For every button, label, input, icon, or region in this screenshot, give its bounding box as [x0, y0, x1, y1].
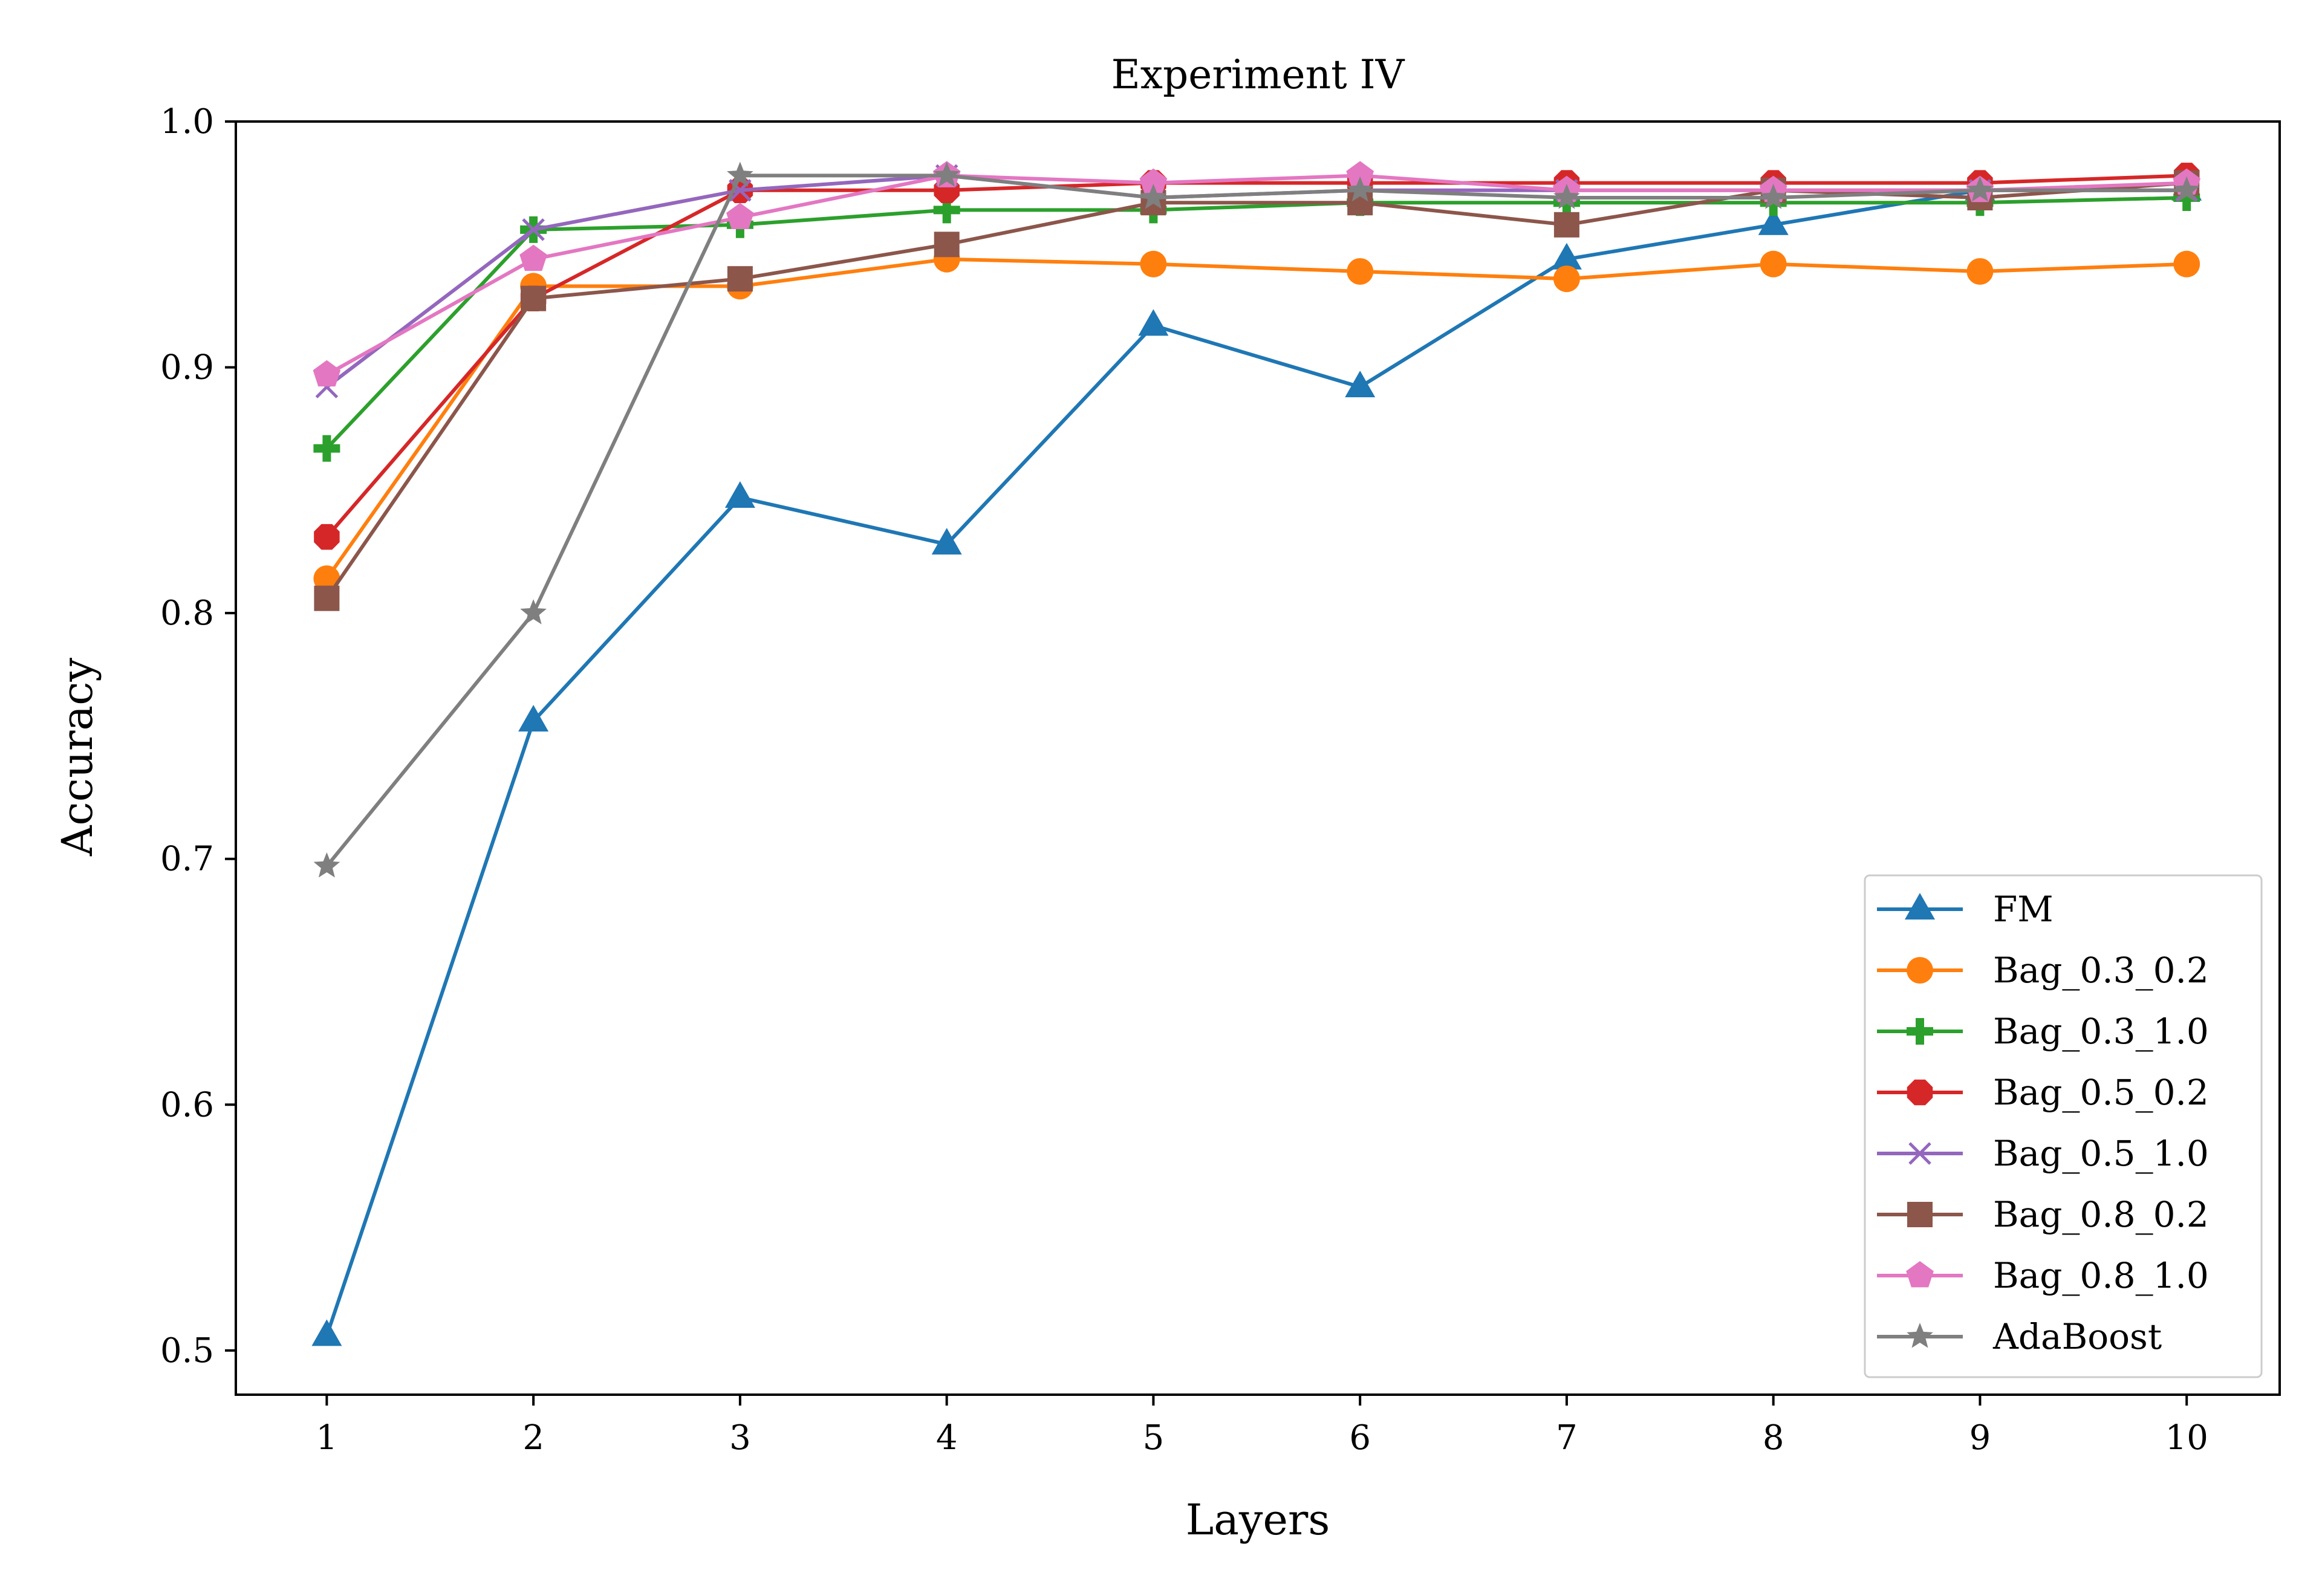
data-point	[2173, 250, 2200, 277]
legend-item: AdaBoost	[1877, 1316, 2162, 1357]
data-point	[933, 196, 960, 224]
data-point	[2173, 184, 2200, 211]
y-tick-label: 0.7	[160, 840, 214, 879]
x-tick-label: 5	[1143, 1418, 1165, 1458]
legend-marker	[1905, 893, 1935, 920]
data-point	[521, 285, 547, 311]
data-point	[933, 161, 960, 187]
legend-marker	[1907, 1079, 1933, 1106]
x-tick-label: 8	[1763, 1418, 1784, 1458]
data-point	[313, 360, 341, 387]
data-point	[1966, 176, 1994, 202]
legend: FM Bag_0.3_0.2 Bag_0.3_1.0 Bag_0.5_0.2 Bag_0…	[1864, 874, 2263, 1378]
data-point	[934, 232, 960, 258]
series-line	[325, 257, 2187, 580]
legend-item: Bag_0.5_1.0	[1877, 1133, 2209, 1174]
data-point	[1551, 242, 1582, 270]
legend-marker	[1906, 1261, 1934, 1288]
legend-label: Bag_0.5_1.0	[1993, 1133, 2209, 1174]
data-point	[518, 705, 549, 731]
legend-label: Bag_0.3_1.0	[1993, 1011, 2209, 1052]
data-point	[313, 435, 340, 462]
y-tick-label: 0.9	[160, 348, 214, 388]
y-tick-label: 0.5	[160, 1331, 214, 1371]
data-point	[1346, 161, 1374, 187]
data-point	[1140, 250, 1167, 277]
series-line	[325, 188, 2187, 1337]
x-tick-label: 2	[522, 1418, 544, 1458]
legend-label: Bag_0.8_0.2	[1993, 1194, 2209, 1235]
data-point	[1347, 258, 1374, 285]
data-point	[1140, 184, 1167, 209]
data-point	[311, 1319, 342, 1346]
x-tick-label: 7	[1556, 1418, 1578, 1458]
series-AdaBoost	[313, 161, 2200, 878]
data-point	[727, 161, 753, 187]
legend-marker	[1907, 957, 1933, 984]
data-point	[727, 266, 753, 292]
data-point	[1345, 371, 1376, 398]
x-tick-label: 4	[936, 1418, 958, 1458]
data-point	[519, 244, 547, 271]
x-tick-label: 9	[1969, 1418, 1991, 1458]
x-tick-label: 10	[2165, 1418, 2208, 1458]
legend-item: Bag_0.8_0.2	[1877, 1194, 2209, 1235]
chart-title: Experiment IV	[1111, 51, 1405, 98]
data-point	[1139, 168, 1168, 195]
data-point	[313, 852, 340, 878]
legend-marker	[1907, 1202, 1933, 1227]
y-tick-label: 0.8	[160, 594, 214, 633]
legend-label: FM	[1993, 889, 2054, 930]
data-point	[726, 203, 754, 230]
legend-label: Bag_0.8_1.0	[1993, 1255, 2209, 1296]
data-point	[522, 218, 545, 241]
y-axis-label: Accuracy	[53, 658, 102, 857]
data-point	[1553, 265, 1580, 293]
legend-marker	[1907, 1018, 1933, 1045]
legend-label: Bag_0.5_0.2	[1993, 1072, 2209, 1113]
data-point	[520, 599, 547, 624]
data-point	[2173, 176, 2200, 202]
data-point	[724, 481, 755, 508]
x-axis-ticks: 1 2 3 4 5 6 7 8 9 10	[316, 1395, 2208, 1458]
legend-item: Bag_0.3_1.0	[1877, 1011, 2209, 1052]
series-line	[325, 174, 2187, 868]
data-point	[313, 565, 340, 592]
data-point	[1553, 184, 1580, 209]
data-point	[314, 524, 340, 550]
data-point	[1347, 176, 1374, 202]
data-point	[1138, 309, 1169, 336]
legend-item: Bag_0.3_0.2	[1877, 950, 2209, 991]
x-tick-label: 1	[316, 1418, 338, 1458]
legend-box	[1864, 874, 2263, 1378]
data-point	[1966, 258, 1994, 285]
x-axis-label: Layers	[1186, 1495, 1330, 1545]
y-tick-label: 1.0	[160, 102, 214, 141]
legend-marker	[1907, 1323, 1933, 1348]
legend-item: FM	[1877, 889, 2054, 930]
data-point	[1758, 208, 1789, 235]
plot-frame	[235, 120, 2281, 1396]
series-Bag_0.3_0.2	[313, 245, 2200, 592]
data-point	[1760, 184, 1787, 209]
y-tick-label: 0.6	[160, 1085, 214, 1124]
legend-marker	[1908, 1142, 1931, 1165]
legend-label: Bag_0.3_0.2	[1993, 950, 2209, 991]
x-tick-label: 3	[729, 1418, 751, 1458]
data-point	[1553, 212, 1579, 238]
legend-item: Bag_0.8_1.0	[1877, 1255, 2209, 1296]
series-line	[325, 196, 2187, 450]
legend-item: Bag_0.5_0.2	[1877, 1072, 2209, 1113]
y-axis-ticks: 0.5 0.6 0.7 0.8 0.9 1.0	[160, 102, 236, 1371]
data-point	[931, 528, 962, 555]
series-line	[325, 174, 2187, 539]
x-tick-label: 6	[1349, 1418, 1371, 1458]
data-point	[314, 585, 340, 611]
legend-label: AdaBoost	[1992, 1316, 2162, 1357]
series-line	[325, 174, 2187, 377]
data-point	[1760, 250, 1787, 277]
series-layer	[311, 161, 2202, 1346]
